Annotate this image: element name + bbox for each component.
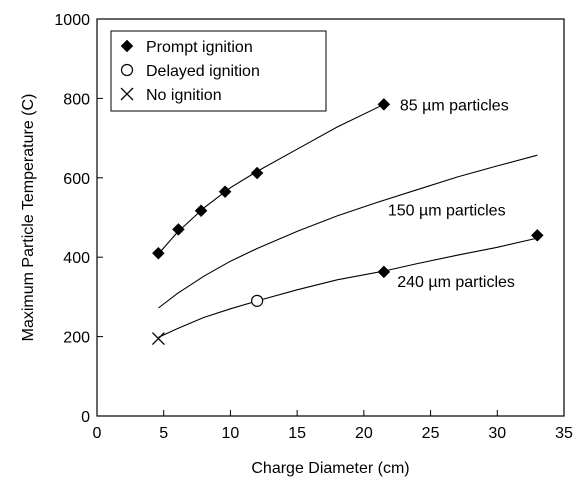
data-point <box>250 166 264 180</box>
data-point <box>172 223 185 236</box>
y-axis-title: Maximum Particle Temperature (C) <box>20 94 37 342</box>
plot-frame <box>96 18 565 417</box>
x-tick-label: 0 <box>93 425 102 442</box>
y-tick-label: 0 <box>81 409 90 426</box>
fit-curve-2 <box>158 154 538 309</box>
x-axis-title: Charge Diameter (cm) <box>251 460 409 477</box>
x-tick-label: 20 <box>355 425 373 442</box>
legend: Prompt ignition Delayed ignition No igniti… <box>110 30 327 112</box>
fit-curve-3 <box>158 237 538 338</box>
x-tick-label: 15 <box>288 425 306 442</box>
legend-label: Delayed ignition <box>146 63 260 80</box>
data-point <box>530 229 544 242</box>
legend-label: Prompt ignition <box>146 39 253 56</box>
y-tick-label: 400 <box>63 250 90 267</box>
fit-curve-1 <box>157 103 385 255</box>
data-point <box>377 98 391 111</box>
x-tick-label: 10 <box>222 425 240 442</box>
x-tick-label: 30 <box>488 425 506 442</box>
tick-group: 0 5 10 15 20 25 30 35 0 200 400 600 800 1000 <box>54 12 573 442</box>
legend-marker <box>120 63 134 77</box>
y-tick-label: 600 <box>63 171 90 188</box>
legend-label: No ignition <box>146 87 222 104</box>
legend-marker <box>120 39 134 53</box>
curve-label: 150 µm particles <box>388 203 506 220</box>
data-point <box>377 265 391 279</box>
legend-box <box>110 30 327 112</box>
data-point <box>251 294 264 307</box>
x-tick-label: 35 <box>555 425 573 442</box>
legend-items: Prompt ignition Delayed ignition No igniti… <box>120 39 260 104</box>
y-tick-label: 800 <box>63 91 90 108</box>
x-tick-label: 25 <box>422 425 440 442</box>
curve-label: 85 µm particles <box>400 97 509 114</box>
x-tick-label: 5 <box>159 425 168 442</box>
data-point <box>151 332 165 346</box>
data-point <box>218 185 232 199</box>
curve-label: 240 µm particles <box>397 274 515 291</box>
y-tick-label: 1000 <box>54 12 90 29</box>
curve-group <box>157 103 538 338</box>
data-point <box>152 246 165 260</box>
data-point <box>194 204 208 218</box>
legend-marker <box>120 87 134 101</box>
marker-group <box>151 98 544 346</box>
annotation-group: 85 µm particles 150 µm particles 240 µm pa… <box>388 97 515 291</box>
y-tick-label: 200 <box>63 330 90 347</box>
